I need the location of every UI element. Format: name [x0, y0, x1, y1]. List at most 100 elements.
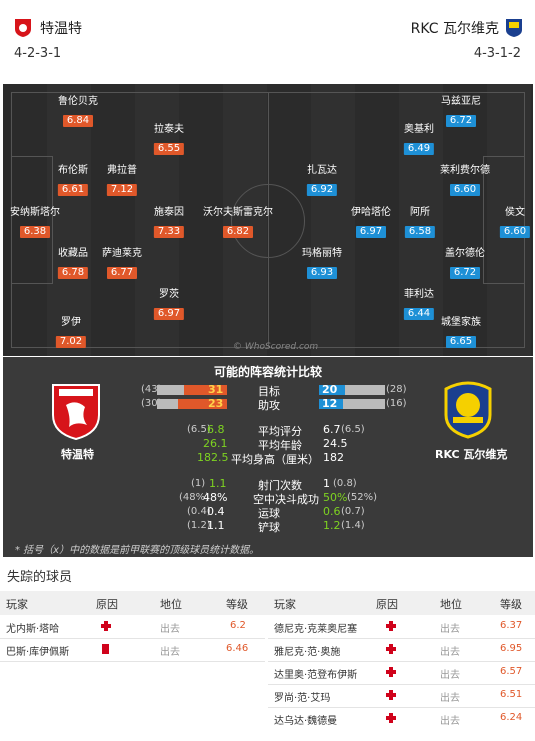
away-team-name: RKC 瓦尔维克 [410, 21, 499, 37]
missing-player-name[interactable]: 罗尚·范·艾玛 [274, 693, 331, 704]
col-reason-away: 原因 [376, 598, 398, 611]
injury-icon [101, 621, 111, 631]
away-player[interactable]: 扎瓦达 6.92 [306, 165, 338, 196]
footnote: * 括号（x）中的数据是前甲联赛的顶级球员统计数据。 [15, 545, 260, 556]
away-rating-prev: (6.5) [341, 424, 365, 435]
away-assists-prev: (16) [386, 398, 407, 409]
missing-rating: 6.46 [226, 643, 249, 654]
home-rating: 6.8 [207, 423, 225, 436]
home-tackles: 1.1 [207, 519, 225, 532]
home-player[interactable]: 施泰因 7.33 [153, 207, 185, 238]
age-label: 平均年龄 [258, 439, 302, 452]
home-player[interactable]: 弗拉普 7.12 [106, 165, 138, 196]
col-rating-away: 等级 [500, 598, 522, 611]
missing-player-name[interactable]: 达里奥·范登布伊斯 [274, 670, 358, 681]
away-dribbles: 0.6 [323, 505, 341, 518]
twente-crest-icon [52, 384, 100, 441]
home-age: 26.1 [203, 437, 228, 450]
home-player[interactable]: 鲁伦贝克 6.84 [58, 96, 98, 127]
away-player[interactable]: 盖尔德伦 6.72 [445, 248, 485, 279]
twente-crest-icon [15, 19, 31, 37]
away-goals-bar [319, 385, 345, 395]
shots-label: 射门次数 [258, 479, 302, 492]
away-aerial-prev: (52%) [347, 492, 378, 503]
match-header: 特温特 4-2-3-1 RKC 瓦尔维克 4-3-1-2 [0, 0, 535, 80]
away-player[interactable]: 侯文 6.60 [499, 207, 531, 238]
rating-label: 平均评分 [258, 425, 302, 438]
col-reason: 原因 [96, 598, 118, 611]
away-tackles: 1.2 [323, 519, 341, 532]
missing-status: 出去 [440, 647, 460, 658]
missing-player-name[interactable]: 巴斯·库伊佩斯 [6, 647, 70, 658]
away-shots-prev: (0.8) [333, 478, 357, 489]
home-player[interactable]: 收藏品 6.78 [57, 248, 89, 279]
home-dribbles: 0.4 [207, 505, 225, 518]
home-team[interactable]: 特温特 [14, 18, 82, 38]
away-player[interactable]: 马兹亚尼 6.72 [441, 96, 481, 127]
home-player[interactable]: 萨迪莱克 6.77 [102, 248, 142, 279]
home-tackles-prev: (1.2) [187, 520, 211, 531]
height-label: 平均身高（厘米） [231, 453, 319, 466]
away-player[interactable]: 城堡家族 6.65 [441, 317, 481, 348]
missing-player-name[interactable]: 达乌达·魏德曼 [274, 716, 338, 727]
home-player[interactable]: 拉泰夫 6.55 [153, 124, 185, 155]
away-formation: 4-3-1-2 [473, 46, 521, 61]
missing-rating: 6.57 [500, 666, 523, 677]
away-player[interactable]: 莱利费尔德 6.60 [440, 165, 490, 196]
home-team-label: 特温特 [61, 448, 94, 461]
away-assists: 12 [322, 397, 338, 410]
col-status: 地位 [160, 598, 182, 611]
home-assists-bar [178, 399, 227, 409]
home-rating-prev: (6.5) [187, 424, 211, 435]
home-aerial: 48% [203, 491, 228, 504]
away-aerial: 50% [323, 491, 348, 504]
missing-status: 出去 [440, 693, 460, 704]
injury-icon [386, 667, 396, 677]
missing-status: 出去 [160, 624, 180, 635]
injury-icon [386, 713, 396, 723]
home-player[interactable]: 布伦斯 6.61 [57, 165, 89, 196]
home-player[interactable]: 安纳斯塔尔 6.38 [10, 207, 60, 238]
lineup-stats-comparison: 可能的阵容统计比较 特温特 RKC 瓦尔维克 (43) 31 目标 20 (28… [3, 357, 533, 557]
injury-icon [386, 644, 396, 654]
home-goals-bar [184, 385, 227, 395]
home-dribbles-prev: (0.4) [187, 506, 211, 517]
goals-label: 目标 [258, 385, 280, 398]
missing-rating: 6.51 [500, 689, 523, 700]
col-player: 玩家 [6, 598, 28, 611]
away-tackles-prev: (1.4) [341, 520, 365, 531]
home-player[interactable]: 罗茨 6.97 [153, 289, 185, 320]
missing-player-name[interactable]: 德尼克·克莱奥尼塞 [274, 624, 358, 635]
col-player-away: 玩家 [274, 598, 296, 611]
away-player[interactable]: 玛格丽特 6.93 [302, 248, 342, 279]
home-shots-prev: (1) [191, 478, 206, 489]
away-goals-bar-bg [319, 385, 385, 395]
pitch: 鲁伦贝克 6.84 拉泰夫 6.55 布伦斯 6.61 弗拉普 7.12 安纳斯塔尔 6.… [3, 84, 533, 356]
home-player[interactable]: 罗伊 7.02 [55, 317, 87, 348]
missing-status: 出去 [440, 624, 460, 635]
away-team[interactable]: RKC 瓦尔维克 [411, 18, 523, 38]
missing-player-name[interactable]: 尤内斯·塔哈 [6, 624, 60, 635]
missing-status: 出去 [160, 647, 180, 658]
home-formation: 4-2-3-1 [14, 46, 62, 61]
assists-label: 助攻 [258, 399, 280, 412]
away-player[interactable]: 阿所 6.58 [404, 207, 436, 238]
injury-icon [386, 690, 396, 700]
aerial-label: 空中决斗成功 [253, 493, 319, 506]
col-status-away: 地位 [440, 598, 462, 611]
away-team-label: RKC 瓦尔维克 [435, 448, 508, 461]
away-height: 182 [323, 451, 344, 464]
home-goals-prev: (43) [141, 384, 162, 395]
missing-player-name[interactable]: 雅尼克·范·奥施 [274, 647, 341, 658]
red-card-icon [102, 644, 109, 654]
rkc-crest-icon [444, 381, 492, 439]
away-player[interactable]: 伊哈塔伦 6.97 [351, 207, 391, 238]
stats-title: 可能的阵容统计比较 [213, 365, 322, 379]
away-player[interactable]: 奥基利 6.49 [403, 124, 435, 155]
dribbles-label: 运球 [258, 507, 280, 520]
missing-players-header: 玩家 原因 地位 等级 玩家 原因 地位 等级 [0, 591, 535, 615]
home-player[interactable]: 沃尔夫斯雷克尔 6.82 [203, 207, 273, 238]
away-player[interactable]: 菲利达 6.44 [403, 289, 435, 320]
home-aerial-prev: (48%) [179, 492, 210, 503]
away-rating: 6.7 [323, 423, 341, 436]
